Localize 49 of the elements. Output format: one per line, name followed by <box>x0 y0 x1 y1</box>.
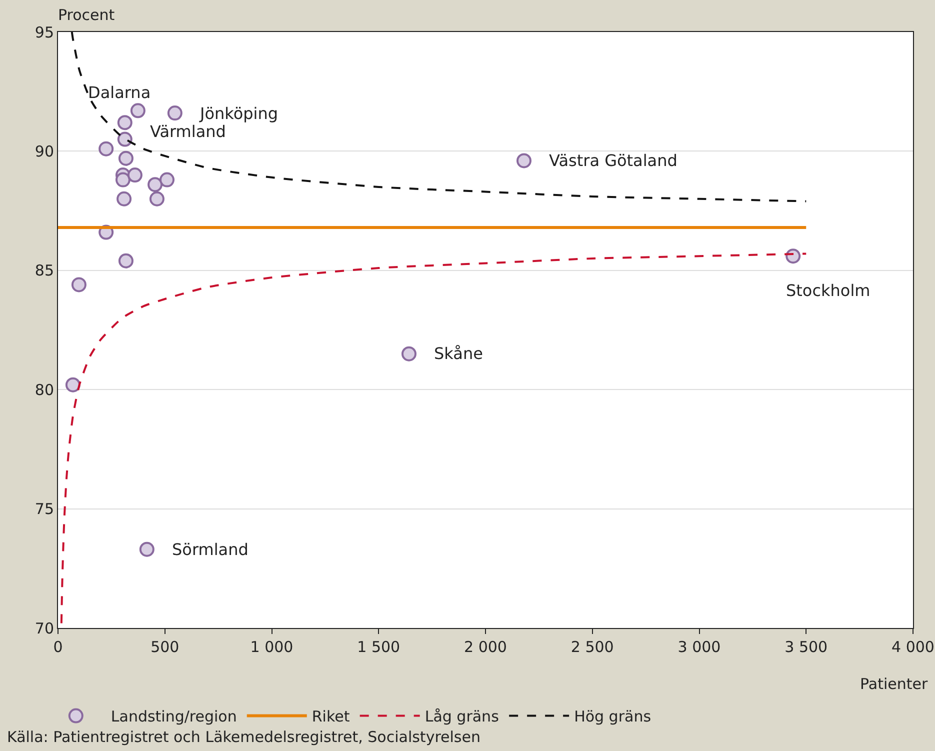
x-tick-label: 3 500 <box>784 638 828 656</box>
point <box>117 115 132 130</box>
point <box>130 103 146 118</box>
y-axis-title: Procent <box>58 6 115 24</box>
annotation: Sörmland <box>172 540 248 559</box>
annotation: Dalarna <box>88 83 151 102</box>
y-tick-label: 75 <box>34 500 54 518</box>
point <box>786 248 801 264</box>
point <box>98 141 114 156</box>
legend-label: Låg gräns <box>424 708 500 726</box>
x-tick-label: 3 000 <box>678 638 721 656</box>
legend-label: Riket <box>312 708 350 726</box>
point <box>139 542 154 557</box>
point <box>115 172 130 188</box>
legend-label: Landsting/region <box>110 708 237 726</box>
text: Källa: Patientregistret och Läkemedelsregistret, Socialstyrelsen <box>7 728 480 746</box>
x-tick-label: 2 000 <box>464 638 507 656</box>
annotation: Västra Götaland <box>549 151 678 170</box>
point <box>116 191 132 206</box>
y-tick-label: 70 <box>34 619 54 638</box>
legend-label: Hög gräns <box>574 708 652 726</box>
point <box>117 132 132 147</box>
line-series <box>70 32 808 202</box>
point <box>167 106 182 121</box>
x-tick-label: 500 <box>150 638 180 656</box>
x-tick-label: 1 500 <box>357 638 400 656</box>
point <box>71 277 86 292</box>
point <box>401 346 416 362</box>
point <box>65 377 80 392</box>
annotation: Stockholm <box>786 281 870 300</box>
annotation: Jönköping <box>199 104 278 123</box>
x-tick-label: 0 <box>53 638 63 656</box>
point <box>127 168 142 183</box>
y-tick-label: 90 <box>34 142 54 160</box>
point <box>118 253 134 268</box>
y-tick-label: 95 <box>34 23 54 42</box>
point <box>516 153 532 168</box>
x-tick-label: 1 000 <box>250 638 294 656</box>
point <box>160 172 175 188</box>
y-tick-label: 85 <box>34 262 54 280</box>
point <box>149 191 164 206</box>
point <box>148 177 163 192</box>
x-axis-title: Patienter <box>860 675 928 693</box>
x-tick-label: 4 000 <box>892 638 934 656</box>
point <box>118 150 134 166</box>
annotation: Skåne <box>434 344 483 363</box>
y-tick-label: 80 <box>34 380 54 399</box>
x-tick-label: 2 500 <box>570 638 614 656</box>
annotation: Värmland <box>150 122 226 141</box>
